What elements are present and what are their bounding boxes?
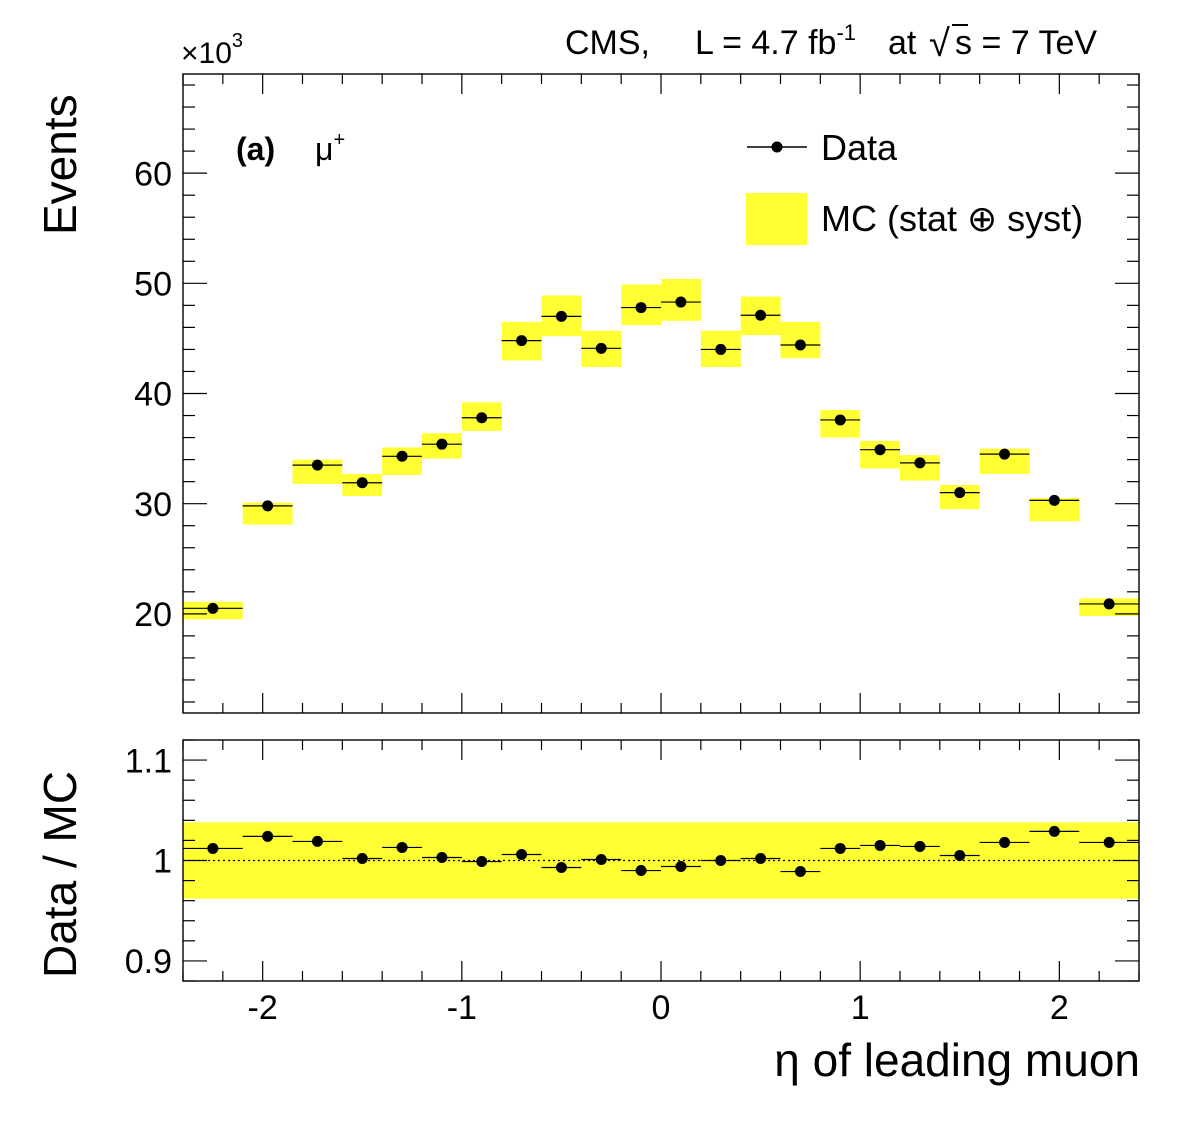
ratio-data-point bbox=[1048, 825, 1060, 837]
top-data-point bbox=[356, 477, 368, 489]
ratio-data-point bbox=[555, 862, 567, 874]
legend-data-label: Data bbox=[821, 127, 898, 168]
top-y-tick-label: 20 bbox=[134, 596, 172, 634]
ratio-data-point bbox=[595, 853, 607, 865]
top-frame bbox=[182, 73, 1140, 714]
top-y-tick-label: 40 bbox=[134, 376, 172, 414]
ratio-data-point bbox=[1103, 836, 1115, 848]
bottom-y-axis-title: Data / MC bbox=[34, 771, 86, 978]
legend-mc-label: MC (stat ⊕ syst) bbox=[821, 198, 1083, 239]
top-data-point bbox=[675, 296, 687, 308]
legend-mc-swatch bbox=[746, 193, 807, 245]
ratio-data-point bbox=[675, 861, 687, 873]
top-data-point bbox=[555, 310, 567, 322]
mc-uncertainty-bin bbox=[242, 502, 293, 525]
energy-value: s = 7 TeV bbox=[955, 24, 1097, 62]
luminosity-exponent: -1 bbox=[836, 20, 856, 45]
bottom-y-tick-label: 1 bbox=[153, 843, 172, 881]
top-data-point bbox=[635, 302, 647, 314]
particle-label: μ+ bbox=[315, 129, 345, 167]
legend: Data MC (stat ⊕ syst) bbox=[746, 127, 1083, 245]
top-panel: 20 30 40 50 60 bbox=[134, 73, 1140, 714]
x-tick-label: 0 bbox=[652, 989, 671, 1027]
bottom-panel: 0.9 1 1.1 bbox=[125, 739, 1140, 982]
top-data-point bbox=[396, 450, 408, 462]
x-tick-label: 2 bbox=[1050, 989, 1069, 1027]
top-data-point bbox=[999, 448, 1011, 460]
y-multiplier-exponent: 3 bbox=[232, 30, 243, 52]
top-data-point bbox=[1103, 598, 1115, 610]
ratio-data-point bbox=[755, 852, 767, 864]
ratio-data-point bbox=[914, 840, 926, 852]
sqrt-symbol: √ bbox=[929, 23, 950, 65]
y-multiplier: ×103 bbox=[181, 30, 243, 70]
ratio-data-point bbox=[834, 842, 846, 854]
x-tick-label: 1 bbox=[851, 989, 870, 1027]
ratio-data-point bbox=[999, 836, 1011, 848]
experiment-label: CMS, bbox=[565, 24, 650, 62]
energy-label: at bbox=[888, 24, 917, 62]
x-axis-eta: η bbox=[774, 1034, 800, 1086]
ratio-data-point bbox=[262, 830, 274, 842]
luminosity-label: L = 4.7 fb-1 bbox=[695, 20, 856, 62]
top-data-point bbox=[834, 414, 846, 426]
top-y-tick-label: 30 bbox=[134, 486, 172, 524]
top-data-point bbox=[311, 459, 323, 471]
x-tick-label: -1 bbox=[447, 989, 477, 1027]
ratio-data-point bbox=[436, 851, 448, 863]
top-data-point bbox=[476, 412, 488, 424]
ratio-data-point bbox=[396, 841, 408, 853]
top-data-point bbox=[715, 343, 727, 355]
top-y-axis-title: Events bbox=[34, 94, 86, 235]
panel-label: (a) bbox=[236, 131, 275, 167]
top-data-point bbox=[595, 342, 607, 354]
top-data-point bbox=[436, 438, 448, 450]
top-data-point bbox=[1048, 494, 1060, 506]
bottom-y-tick-label: 1.1 bbox=[125, 742, 172, 780]
ratio-data-point bbox=[311, 835, 323, 847]
ratio-data-point bbox=[516, 848, 528, 860]
top-data-point bbox=[207, 602, 219, 614]
mc-uncertainty-bin bbox=[1029, 498, 1080, 522]
ratio-data-point bbox=[715, 855, 727, 866]
top-y-tick-label: 50 bbox=[134, 266, 172, 304]
legend-data-marker bbox=[771, 141, 783, 153]
ratio-uncertainty-band bbox=[183, 822, 1139, 899]
bottom-y-tick-label: 0.9 bbox=[125, 943, 172, 981]
top-data-point bbox=[954, 487, 966, 499]
ratio-data-point bbox=[635, 865, 647, 877]
ratio-data-point bbox=[794, 866, 806, 878]
ratio-data-point bbox=[476, 856, 488, 868]
top-data-point bbox=[794, 339, 806, 351]
particle-charge: + bbox=[333, 129, 345, 151]
ratio-data-point bbox=[356, 852, 368, 864]
x-axis-title: η of leading muon bbox=[774, 1034, 1140, 1086]
ratio-data-point bbox=[954, 849, 966, 861]
top-data-point bbox=[262, 500, 274, 512]
top-data-point bbox=[755, 309, 767, 321]
ratio-data-point bbox=[207, 842, 219, 854]
top-data-point bbox=[914, 457, 926, 469]
top-data-point bbox=[874, 444, 886, 456]
top-data-point bbox=[516, 335, 528, 347]
ratio-data-point bbox=[874, 839, 886, 851]
x-tick-label: -2 bbox=[248, 989, 278, 1027]
top-y-tick-label: 60 bbox=[134, 155, 172, 193]
